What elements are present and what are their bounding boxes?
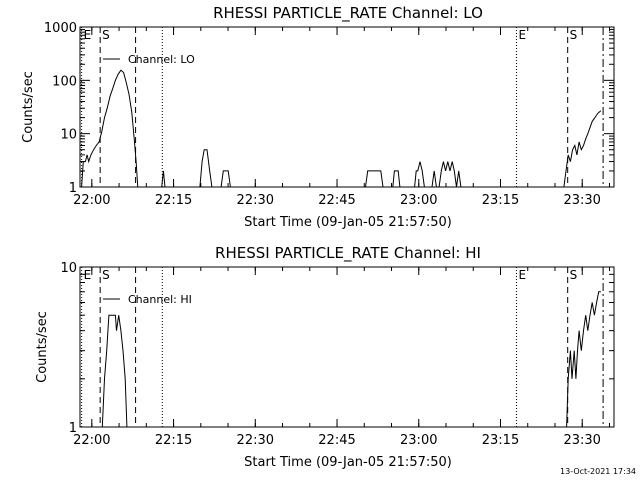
- time-marker-label: S: [570, 28, 578, 42]
- y-tick-label: 1: [69, 181, 77, 196]
- footer-timestamp: 13-Oct-2021 17:34: [560, 467, 636, 476]
- time-marker-label: S: [102, 28, 110, 42]
- x-tick-label: 23:30: [563, 193, 600, 208]
- x-tick-label: 22:45: [318, 433, 355, 448]
- chart-title-lo: RHESSI PARTICLE_RATE Channel: LO: [213, 4, 483, 23]
- y-tick-label: 10: [60, 128, 77, 143]
- y-tick-label: 10: [60, 261, 77, 276]
- x-tick-label: 22:45: [318, 193, 355, 208]
- chart-title-hi: RHESSI PARTICLE_RATE Channel: HI: [215, 244, 481, 263]
- x-tick-label: 23:15: [482, 193, 519, 208]
- x-axis-label-lo: Start Time (09-Jan-05 21:57:50): [244, 215, 452, 230]
- time-marker-label: E: [84, 28, 92, 42]
- time-marker-label: E: [84, 268, 92, 282]
- x-tick-label: 22:15: [155, 433, 192, 448]
- x-tick-label: 23:00: [400, 433, 437, 448]
- plot-frame: [79, 266, 615, 428]
- x-tick-label: 22:00: [73, 193, 110, 208]
- x-tick-label: 23:30: [563, 433, 600, 448]
- y-tick-label: 1: [69, 421, 77, 436]
- series-line: [101, 291, 601, 428]
- y-axis-label-lo: Counts/sec: [21, 71, 36, 143]
- x-tick-label: 23:15: [482, 433, 519, 448]
- lo-channel-panel: RHESSI PARTICLE_RATE Channel: LO Start T…: [21, 4, 615, 230]
- time-marker-label: S: [102, 268, 110, 282]
- y-tick-label: 1000: [44, 21, 77, 36]
- time-marker-label: E: [518, 268, 526, 282]
- hi-channel-panel: RHESSI PARTICLE_RATE Channel: HI Start T…: [35, 244, 615, 470]
- x-axis-label-hi: Start Time (09-Jan-05 21:57:50): [244, 455, 452, 470]
- x-tick-label: 22:00: [73, 433, 110, 448]
- y-tick-label: 100: [52, 74, 77, 89]
- x-tick-label: 22:30: [237, 193, 274, 208]
- time-marker-label: E: [518, 28, 526, 42]
- series-line: [81, 69, 602, 188]
- x-tick-label: 22:15: [155, 193, 192, 208]
- plot-frame: [79, 26, 615, 188]
- legend-label-hi: Channel: HI: [128, 293, 192, 306]
- y-axis-label-hi: Counts/sec: [35, 311, 50, 383]
- x-tick-label: 22:30: [237, 433, 274, 448]
- x-tick-label: 23:00: [400, 193, 437, 208]
- legend-label-lo: Channel: LO: [128, 53, 195, 66]
- time-marker-label: S: [570, 268, 578, 282]
